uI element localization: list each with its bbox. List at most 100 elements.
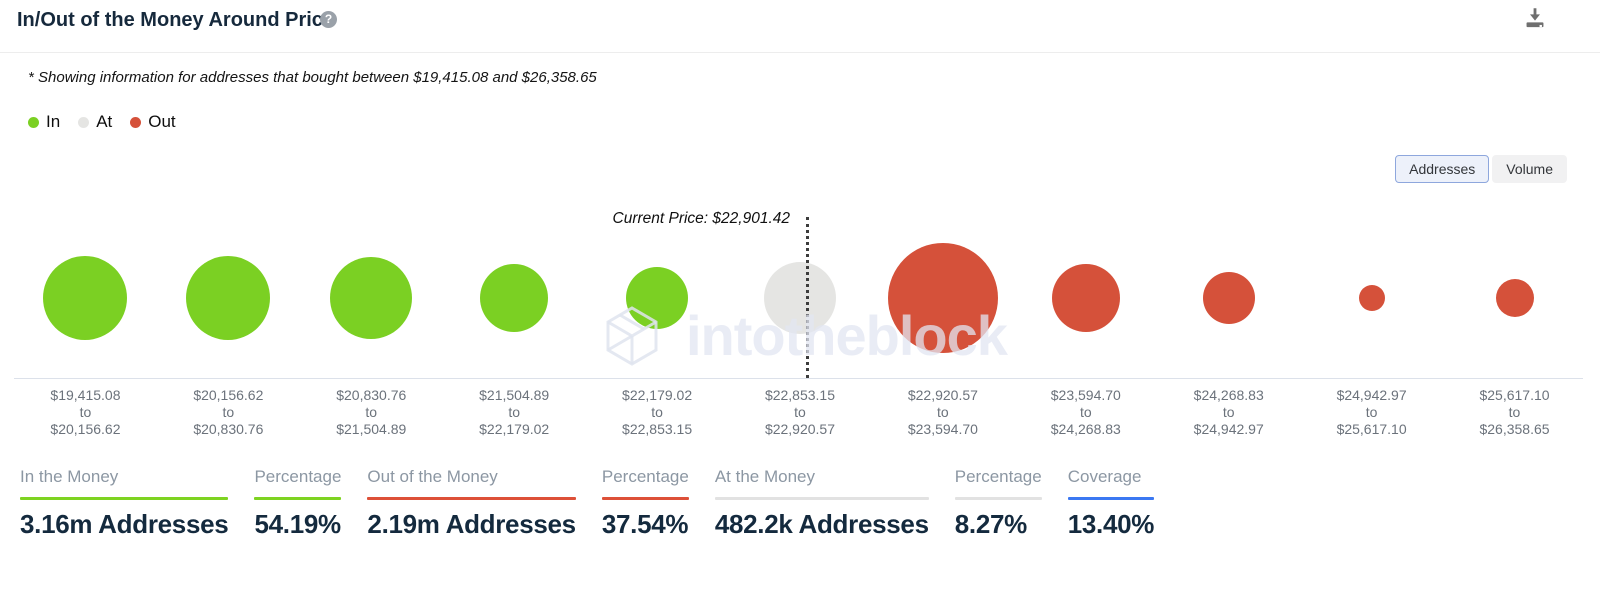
range-separator: to (1365, 404, 1378, 420)
stat-underline (20, 497, 229, 500)
stat-label: In the Money (20, 467, 119, 486)
range-separator: to (1508, 404, 1521, 420)
stat-underline (1067, 497, 1155, 500)
stat-in-percentage: Percentage 54.19% (254, 467, 342, 540)
stat-at-percentage: Percentage 8.27% (954, 467, 1042, 540)
range-to: $23,594.70 (907, 421, 978, 437)
bubble[interactable] (186, 256, 271, 340)
bubble[interactable] (1202, 272, 1255, 324)
range-from: $22,920.57 (907, 387, 978, 403)
addresses-toggle-button[interactable]: Addresses (1395, 155, 1490, 183)
legend-item-at[interactable]: At (78, 112, 112, 132)
range-from: $20,156.62 (193, 387, 264, 403)
bubble[interactable] (480, 264, 549, 332)
range-separator: to (79, 404, 92, 420)
price-range-column (729, 230, 872, 366)
price-range-column (1300, 230, 1443, 366)
range-to: $20,156.62 (50, 421, 121, 437)
x-axis-labels: $19,415.08 to $20,156.62 $20,156.62 to $… (14, 387, 1586, 438)
bubble[interactable] (887, 243, 998, 353)
stat-in-the-money: In the Money 3.16m Addresses (20, 467, 229, 540)
range-from: $22,853.15 (764, 387, 836, 403)
stat-underline (714, 497, 929, 500)
legend: In At Out (28, 112, 176, 132)
price-range-column (1157, 230, 1300, 366)
legend-dot-at-icon (78, 116, 90, 128)
stat-label: At the Money (714, 467, 815, 486)
range-to: $24,942.97 (1193, 421, 1264, 437)
x-axis-label: $25,617.10 to $26,358.65 (1443, 387, 1586, 438)
stat-label: Percentage (954, 467, 1042, 486)
bubble-plot (14, 230, 1586, 366)
download-icon[interactable] (1522, 5, 1548, 31)
stat-out-percentage: Percentage 37.54% (601, 467, 689, 540)
range-from: $19,415.08 (50, 387, 121, 403)
range-to: $24,268.83 (1050, 421, 1121, 437)
range-to: $22,920.57 (764, 421, 836, 437)
bubble[interactable] (626, 267, 689, 329)
bubble[interactable] (1051, 264, 1120, 332)
x-axis-label: $20,830.76 to $21,504.89 (300, 387, 443, 438)
stat-value: 2.19m Addresses (367, 509, 576, 539)
stat-underline (254, 497, 342, 500)
price-range-column (1014, 230, 1157, 366)
range-separator: to (508, 404, 521, 420)
range-separator: to (651, 404, 663, 420)
range-from: $25,617.10 (1479, 387, 1550, 403)
stat-value: 482.2k Addresses (714, 509, 929, 539)
range-from: $22,179.02 (622, 387, 693, 403)
range-to: $20,830.76 (193, 421, 264, 437)
stat-value: 54.19% (254, 509, 341, 539)
range-separator: to (794, 404, 806, 420)
stat-value: 37.54% (601, 509, 689, 539)
legend-label: At (96, 112, 113, 131)
stat-label: Percentage (601, 467, 689, 486)
stat-underline (601, 497, 689, 500)
stat-label: Coverage (1067, 467, 1142, 486)
header-divider (0, 52, 1600, 53)
summary-stats: In the Money 3.16m Addresses Percentage … (20, 467, 1154, 540)
legend-item-in[interactable]: In (28, 112, 60, 132)
legend-label: In (46, 112, 61, 131)
bubble[interactable] (763, 262, 836, 334)
bubble[interactable] (43, 256, 128, 340)
x-axis-label: $22,920.57 to $23,594.70 (871, 387, 1014, 438)
bubble[interactable] (1358, 285, 1385, 311)
legend-label: Out (148, 112, 176, 131)
current-price-label: Current Price: $22,901.42 (612, 210, 791, 227)
price-range-column (157, 230, 300, 366)
stat-out-of-the-money: Out of the Money 2.19m Addresses (367, 467, 576, 540)
legend-dot-in-icon (28, 116, 39, 128)
range-separator: to (937, 404, 949, 420)
price-range-column (443, 230, 586, 366)
legend-item-out[interactable]: Out (130, 112, 176, 132)
x-axis-label: $24,268.83 to $24,942.97 (1157, 387, 1300, 438)
volume-toggle-button[interactable]: Volume (1492, 155, 1567, 183)
range-to: $21,504.89 (336, 421, 407, 437)
price-range-column (300, 230, 443, 366)
range-from: $24,268.83 (1193, 387, 1264, 403)
price-range-column (586, 230, 729, 366)
page-title: In/Out of the Money Around Price (17, 9, 335, 31)
range-to: $22,853.15 (622, 421, 693, 437)
stat-label: Percentage (254, 467, 342, 486)
current-price-line (806, 217, 809, 378)
price-range-column (871, 230, 1014, 366)
price-range-column (1443, 230, 1586, 366)
range-separator: to (1222, 404, 1235, 420)
stat-coverage: Coverage 13.40% (1067, 467, 1155, 540)
x-axis-label: $22,853.15 to $22,920.57 (729, 387, 872, 438)
stat-underline (954, 497, 1042, 500)
bubble[interactable] (1495, 279, 1534, 317)
x-axis-label: $19,415.08 to $20,156.62 (14, 387, 157, 438)
range-to: $22,179.02 (479, 421, 550, 437)
x-axis-label: $20,156.62 to $20,830.76 (157, 387, 300, 438)
x-axis-label: $23,594.70 to $24,268.83 (1014, 387, 1157, 438)
stat-value: 8.27% (954, 509, 1028, 539)
help-icon[interactable]: ? (320, 11, 337, 28)
range-separator: to (365, 404, 378, 420)
x-axis-line (14, 378, 1583, 379)
x-axis-label: $24,942.97 to $25,617.10 (1300, 387, 1443, 438)
bubble[interactable] (330, 257, 413, 339)
x-axis-label: $22,179.02 to $22,853.15 (586, 387, 729, 438)
